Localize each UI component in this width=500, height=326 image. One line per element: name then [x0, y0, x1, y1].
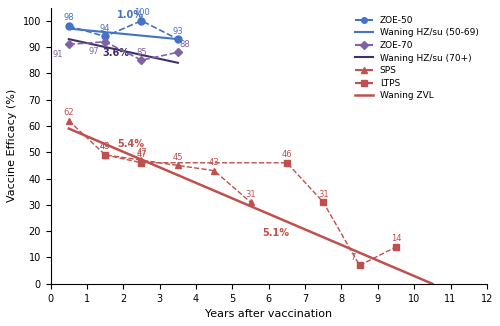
Text: 46: 46 — [282, 150, 292, 159]
Text: 47: 47 — [136, 148, 147, 156]
Text: 31: 31 — [245, 190, 256, 199]
Text: 45: 45 — [172, 153, 183, 162]
Text: 85: 85 — [136, 48, 147, 57]
Text: 5.4%: 5.4% — [117, 139, 144, 149]
Y-axis label: Vaccine Efficacy (%): Vaccine Efficacy (%) — [7, 89, 17, 202]
Text: 93: 93 — [172, 26, 183, 36]
Text: 91: 91 — [52, 50, 63, 59]
Text: 5.1%: 5.1% — [262, 229, 289, 238]
Text: 49: 49 — [100, 142, 110, 151]
Text: 94: 94 — [100, 24, 110, 33]
Text: 47: 47 — [136, 150, 147, 159]
Text: 97: 97 — [88, 47, 100, 56]
Text: 49: 49 — [100, 142, 110, 151]
Text: 43: 43 — [209, 158, 220, 167]
Text: 7: 7 — [350, 253, 356, 262]
Legend: ZOE-50, Waning HZ/su (50-69), ZOE-70, Waning HZ/su (70+), SPS, LTPS, Waning ZVL: ZOE-50, Waning HZ/su (50-69), ZOE-70, Wa… — [351, 12, 482, 104]
Text: 62: 62 — [64, 108, 74, 117]
Text: 31: 31 — [318, 190, 328, 199]
Text: 100: 100 — [134, 8, 150, 17]
Text: 98: 98 — [64, 13, 74, 22]
Text: 14: 14 — [390, 234, 401, 244]
X-axis label: Years after vaccination: Years after vaccination — [205, 309, 332, 319]
Text: 3.6%: 3.6% — [102, 48, 130, 58]
Text: 1.0%: 1.0% — [117, 10, 144, 20]
Text: 88: 88 — [180, 40, 190, 49]
